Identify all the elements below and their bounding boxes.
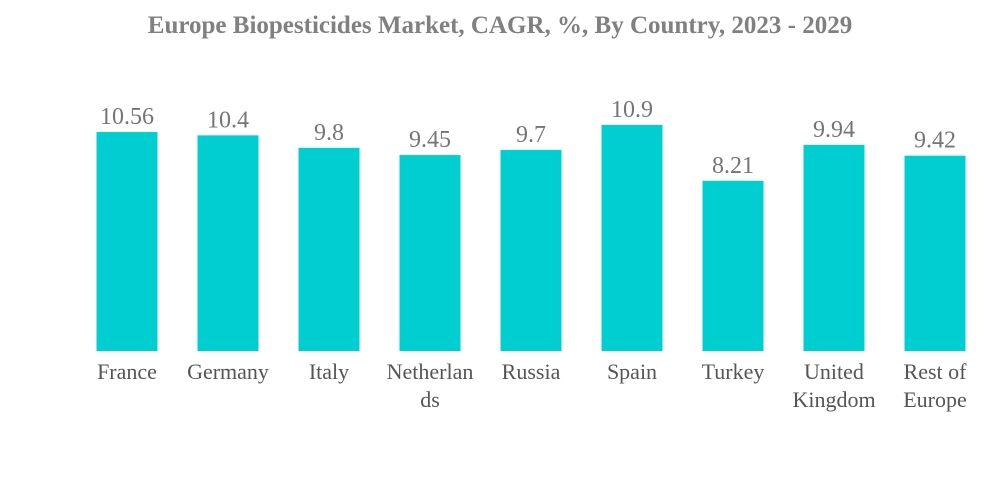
category-label-4: Russia	[502, 359, 561, 384]
category-label-3: Netherlan ds	[387, 359, 474, 412]
bar-2	[298, 147, 360, 351]
value-label-5: 10.9	[611, 97, 653, 123]
chart-title: Europe Biopesticides Market, CAGR, %, By…	[147, 12, 853, 39]
bar-0	[96, 132, 158, 351]
category-label-5: Spain	[607, 359, 657, 384]
value-label-8: 9.42	[914, 128, 956, 154]
category-label-2: Italy	[309, 359, 349, 384]
bar-3	[399, 155, 461, 351]
bar-1	[197, 135, 259, 351]
value-label-6: 8.21	[712, 153, 754, 179]
value-label-4: 9.7	[516, 122, 546, 148]
category-label-0: France	[97, 359, 157, 384]
bar-6	[702, 180, 764, 351]
bar-8	[904, 155, 966, 351]
category-label-1: Germany	[187, 359, 269, 384]
value-label-0: 10.56	[100, 104, 154, 130]
value-label-1: 10.4	[207, 107, 249, 133]
value-label-2: 9.8	[314, 120, 344, 146]
bar-4	[500, 149, 562, 351]
category-label-8: Rest of Europe	[903, 359, 967, 412]
value-label-7: 9.94	[813, 117, 855, 143]
value-label-3: 9.45	[409, 127, 451, 153]
bar-5	[601, 125, 663, 351]
category-label-7: United Kingdom	[792, 359, 875, 412]
bar-7	[803, 144, 865, 351]
category-label-6: Turkey	[702, 359, 765, 384]
